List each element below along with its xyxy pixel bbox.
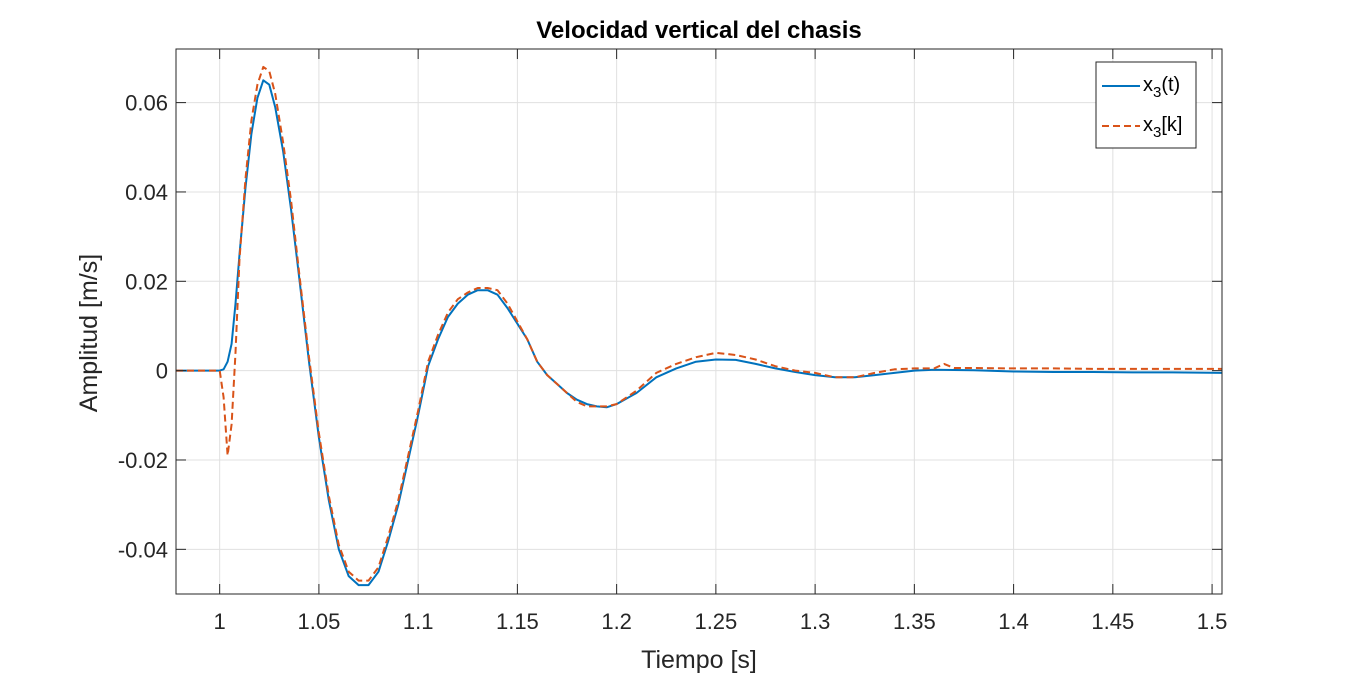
- y-tick-label: -0.04: [118, 537, 168, 562]
- ticks: [176, 49, 1222, 594]
- x-tick-label: 1.3: [800, 609, 831, 634]
- x-tick-label: 1.4: [998, 609, 1029, 634]
- x-tick-label: 1.45: [1091, 609, 1134, 634]
- legend-entry-x3-k-subscript: 3: [1153, 124, 1161, 141]
- legend-entry-x3-k: x3[k]: [1143, 114, 1182, 141]
- y-tick-labels: -0.04 -0.02 0 0.02 0.04 0.06: [118, 91, 168, 563]
- x-tick-label: 1.1: [403, 609, 434, 634]
- x-tick-label: 1.2: [601, 609, 632, 634]
- x-tick-label: 1.25: [694, 609, 737, 634]
- chart-title: Velocidad vertical del chasis: [536, 17, 862, 44]
- legend-entry-x3-k-base: x: [1143, 114, 1153, 136]
- x-axis-title: Tiempo [s]: [641, 646, 757, 674]
- x-tick-labels: 1 1.05 1.1 1.15 1.2 1.25 1.3 1.35 1.4 1.45 1.5: [214, 609, 1228, 634]
- y-tick-label: 0: [156, 359, 168, 384]
- legend-entry-x3-k-suffix: [k]: [1161, 114, 1182, 136]
- x-tick-label: 1.05: [297, 609, 340, 634]
- series-layer: [176, 65, 1222, 587]
- grid: [176, 49, 1222, 594]
- series-line-x3-k: [176, 65, 1222, 582]
- legend-entry-x3-t-suffix: (t): [1161, 74, 1180, 96]
- x-tick-label: 1.5: [1197, 609, 1228, 634]
- y-tick-label: 0.02: [125, 269, 168, 294]
- axes-box: [175, 48, 1223, 595]
- plot-area: [176, 49, 1222, 594]
- y-tick-label: 0.04: [125, 180, 168, 205]
- legend-entry-x3-t-base: x: [1143, 74, 1153, 96]
- legend-entry-x3-t-subscript: 3: [1153, 84, 1161, 101]
- x-tick-label: 1.35: [893, 609, 936, 634]
- x-tick-label: 1: [214, 609, 226, 634]
- y-tick-label: 0.06: [125, 91, 168, 116]
- legend-box: [1095, 61, 1197, 149]
- y-axis-title: Amplitud [m/s]: [75, 254, 103, 412]
- y-tick-label: -0.02: [118, 448, 168, 473]
- legend-entry-x3-t: x3(t): [1143, 74, 1180, 101]
- legend: x3(t) x3[k]: [1095, 61, 1197, 149]
- x-tick-label: 1.15: [496, 609, 539, 634]
